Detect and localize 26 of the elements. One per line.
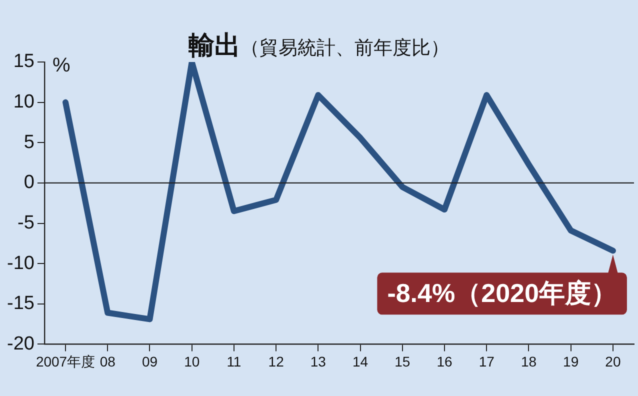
chart-subtitle: （貿易統計、前年度比） <box>240 37 450 59</box>
x-tick-label: 15 <box>394 353 410 370</box>
x-tick-label: 08 <box>100 353 116 370</box>
y-tick-label: 15 <box>13 51 34 72</box>
x-tick-label: 10 <box>184 353 200 370</box>
x-tick-label: 19 <box>563 353 579 370</box>
x-tick-label: 12 <box>268 353 284 370</box>
y-tick-label: 5 <box>24 132 34 153</box>
y-tick-label: -15 <box>6 293 34 314</box>
x-tick-label: 17 <box>478 353 495 370</box>
x-tick-label: 11 <box>226 353 242 370</box>
x-tick-label: 13 <box>310 353 326 370</box>
y-tick-label: -5 <box>18 212 34 234</box>
y-axis-title: % <box>52 54 70 77</box>
x-tick-label: 16 <box>436 353 452 370</box>
annotation: -8.4%（2020年度） <box>387 278 617 308</box>
x-tick-label: 14 <box>352 353 368 370</box>
y-tick-label: -10 <box>6 252 34 274</box>
x-tick-label: 20 <box>605 353 621 370</box>
x-tick-label: 18 <box>520 353 537 370</box>
y-tick-label: -20 <box>6 333 34 354</box>
x-tick-label: 09 <box>142 353 158 370</box>
x-tick-label: 2007年度 <box>36 353 96 370</box>
y-tick-label: 10 <box>13 92 34 113</box>
y-tick-label: 0 <box>24 172 34 194</box>
chart-title: 輸出 <box>188 31 240 61</box>
